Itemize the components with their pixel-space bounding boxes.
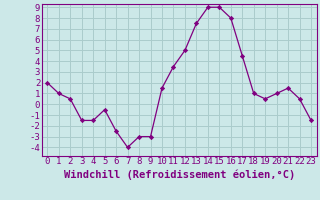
X-axis label: Windchill (Refroidissement éolien,°C): Windchill (Refroidissement éolien,°C) [64,169,295,180]
